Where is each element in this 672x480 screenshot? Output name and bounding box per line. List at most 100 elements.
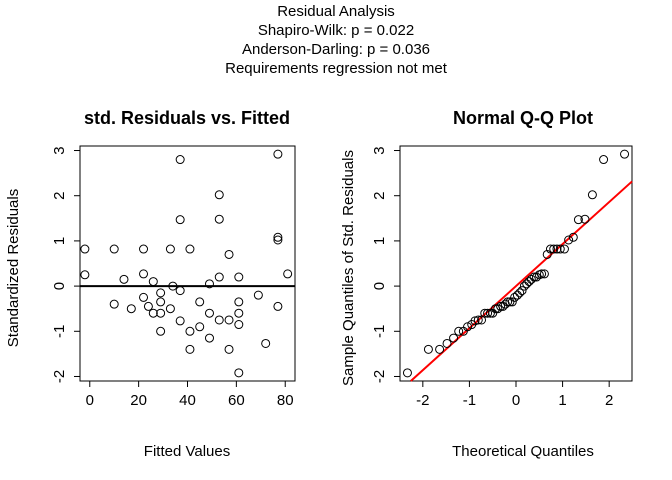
qq-point xyxy=(531,272,541,282)
qq-point xyxy=(512,290,522,300)
qq-point xyxy=(568,232,578,242)
qq-point xyxy=(485,308,495,318)
residuals-point xyxy=(214,315,224,325)
residuals-point xyxy=(175,286,185,296)
residuals-point xyxy=(185,244,195,254)
qq-plot-title: Normal Q-Q Plot xyxy=(453,108,593,128)
residuals-point xyxy=(283,269,293,279)
qq-point xyxy=(537,269,547,279)
residuals-point xyxy=(224,249,234,259)
qq-reference-line xyxy=(410,180,633,382)
qq-y-tick-label: 2 xyxy=(371,192,388,200)
qq-point xyxy=(402,368,412,378)
qq-point xyxy=(539,269,549,279)
residuals-y-tick-label: 1 xyxy=(51,237,68,245)
residuals-x-tick-label: 0 xyxy=(86,392,94,409)
qq-x-tick-label: 0 xyxy=(512,392,520,409)
suptitle-line-2: Shapiro-Wilk: p = 0.022 xyxy=(258,22,414,39)
residuals-y-tick-label: -1 xyxy=(51,325,68,338)
residuals-point xyxy=(185,326,195,336)
qq-point xyxy=(552,244,562,254)
qq-point xyxy=(488,308,498,318)
residuals-points xyxy=(80,149,293,378)
residuals-point xyxy=(204,279,214,289)
qq-point xyxy=(505,297,515,307)
residuals-point xyxy=(156,297,166,307)
qq-point xyxy=(507,297,517,307)
residuals-x-tick-label: 60 xyxy=(228,392,245,409)
residuals-point xyxy=(126,304,136,314)
residuals-point xyxy=(80,244,90,254)
residuals-plot-title: std. Residuals vs. Fitted xyxy=(84,108,290,128)
qq-x-tick-label: 2 xyxy=(605,392,613,409)
residuals-point xyxy=(204,333,214,343)
qq-point xyxy=(522,279,532,289)
qq-x-axis-label: Theoretical Quantiles xyxy=(452,443,594,460)
residuals-point xyxy=(195,322,205,332)
residuals-point xyxy=(224,344,234,354)
suptitle-line-1: Residual Analysis xyxy=(277,3,395,20)
residuals-y-tick-label: 0 xyxy=(51,282,68,290)
residuals-point xyxy=(224,315,234,325)
residuals-point xyxy=(195,297,205,307)
residuals-vs-fitted-panel: std. Residuals vs. Fitted Fitted Values … xyxy=(5,108,296,460)
residuals-point xyxy=(234,272,244,282)
residuals-point xyxy=(109,299,119,309)
residuals-point xyxy=(168,281,178,291)
residuals-point xyxy=(273,232,283,242)
qq-y-tick-label: -1 xyxy=(371,325,388,338)
qq-point xyxy=(454,326,464,336)
qq-point xyxy=(442,338,452,348)
qq-point xyxy=(449,333,459,343)
residuals-point xyxy=(165,244,175,254)
qq-point xyxy=(515,288,525,298)
qq-y-axis-label: Sample Quantiles of Std. Residuals xyxy=(340,150,357,386)
residuals-point xyxy=(148,277,158,287)
qq-point xyxy=(549,244,559,254)
residuals-point xyxy=(156,308,166,318)
residuals-point xyxy=(214,190,224,200)
qq-axis-ticks: -2 -1 0 1 2 -2 -1 0 1 2 3 xyxy=(371,146,613,409)
qq-x-tick-label: -2 xyxy=(416,392,429,409)
residuals-point xyxy=(139,269,149,279)
qq-point xyxy=(542,249,552,259)
qq-point xyxy=(493,304,503,314)
residuals-point xyxy=(214,272,224,282)
qq-point xyxy=(473,315,483,325)
residuals-point xyxy=(156,288,166,298)
qq-y-tick-label: 0 xyxy=(371,282,388,290)
residuals-point xyxy=(234,320,244,330)
qq-point xyxy=(463,322,473,332)
qq-point xyxy=(503,297,513,307)
residuals-x-tick-label: 80 xyxy=(277,392,294,409)
qq-point xyxy=(526,274,536,284)
suptitle-line-3: Anderson-Darling: p = 0.036 xyxy=(242,41,430,58)
residuals-point xyxy=(273,149,283,159)
residuals-point xyxy=(80,270,90,280)
residuals-point xyxy=(234,297,244,307)
residuals-y-tick-label: 2 xyxy=(51,192,68,200)
residuals-axis-ticks: 0 20 40 60 80 -2 -1 0 1 2 3 xyxy=(51,146,294,409)
residuals-y-tick-label: -2 xyxy=(51,370,68,383)
qq-point xyxy=(483,308,493,318)
residuals-point xyxy=(139,244,149,254)
qq-point xyxy=(529,272,539,282)
qq-y-tick-label: 3 xyxy=(371,146,388,154)
qq-y-tick-label: 1 xyxy=(371,237,388,245)
qq-point xyxy=(559,244,569,254)
residuals-point xyxy=(185,344,195,354)
qq-point xyxy=(620,149,630,159)
qq-x-tick-label: -1 xyxy=(463,392,476,409)
normal-qq-panel: Normal Q-Q Plot Theoretical Quantiles Sa… xyxy=(340,108,633,460)
qq-reference-line xyxy=(410,180,633,382)
residuals-point xyxy=(139,292,149,302)
qq-point xyxy=(517,286,527,296)
qq-point xyxy=(545,244,555,254)
residuals-point xyxy=(175,155,185,165)
qq-point xyxy=(498,301,508,311)
qq-point xyxy=(587,190,597,200)
qq-point xyxy=(519,281,529,291)
residuals-point xyxy=(253,290,263,300)
qq-point xyxy=(580,214,590,224)
